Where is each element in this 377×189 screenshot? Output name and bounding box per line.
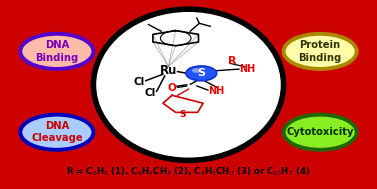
- Text: R = C$_6$H$_5$ (1), C$_6$H$_4$CH$_3$ (2), C$_6$H$_5$CH$_2$ (3) or C$_{10}$H$_7$ : R = C$_6$H$_5$ (1), C$_6$H$_4$CH$_3$ (2)…: [66, 166, 311, 178]
- Text: Cl: Cl: [133, 77, 145, 87]
- Text: R: R: [228, 56, 237, 66]
- Circle shape: [284, 34, 357, 69]
- Circle shape: [186, 66, 217, 81]
- Text: O: O: [168, 83, 176, 93]
- Circle shape: [284, 115, 357, 150]
- Circle shape: [192, 68, 201, 73]
- Circle shape: [20, 115, 93, 150]
- Text: Protein
Binding: Protein Binding: [299, 40, 342, 63]
- Text: S: S: [180, 110, 186, 119]
- Ellipse shape: [93, 9, 284, 160]
- Text: DNA
Cleavage: DNA Cleavage: [31, 121, 83, 143]
- Text: DNA
Binding: DNA Binding: [35, 40, 78, 63]
- Circle shape: [20, 34, 93, 69]
- Text: NH: NH: [239, 64, 255, 74]
- Text: Ru: Ru: [160, 64, 177, 77]
- Text: NH: NH: [208, 86, 224, 96]
- Text: Cytotoxicity: Cytotoxicity: [287, 127, 354, 137]
- Text: S: S: [197, 68, 205, 78]
- Text: Cl: Cl: [144, 88, 156, 98]
